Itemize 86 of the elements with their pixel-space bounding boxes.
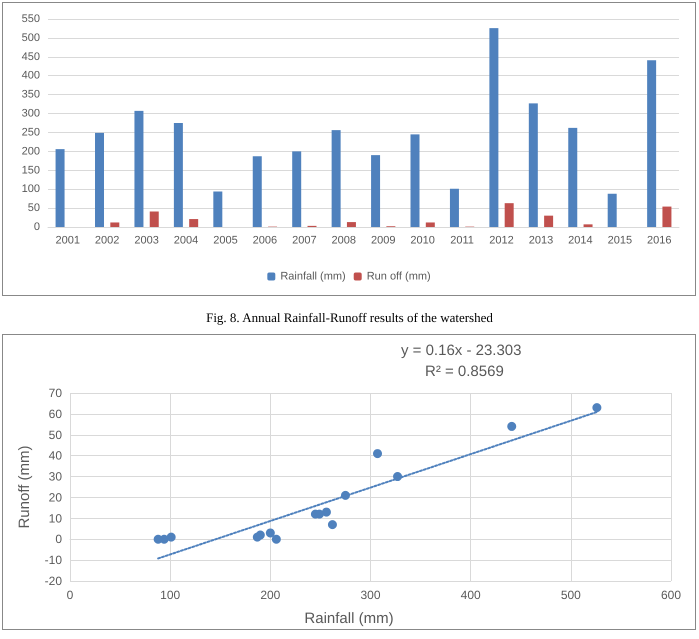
bar <box>189 219 198 227</box>
y-tick-label: 50 <box>28 202 40 214</box>
y-tick-label: 400 <box>22 70 40 82</box>
caption: Fig. 8. Annual Rainfall-Runoff results of the watershed <box>205 310 494 326</box>
y-tick-label: -10 <box>44 553 62 568</box>
point <box>266 528 275 538</box>
x-tick-label: 2013 <box>528 234 554 246</box>
y-tick-label: 300 <box>22 108 40 120</box>
y-tick-label: 150 <box>22 164 40 176</box>
y-tick-label: 450 <box>22 50 40 63</box>
x-tick-label: 2004 <box>174 234 198 246</box>
y-tick-label: 70 <box>48 386 62 400</box>
point <box>166 532 176 542</box>
y-tick-label: 10 <box>48 511 62 526</box>
y-tick-label: 20 <box>48 490 62 504</box>
y-tick-label: 250 <box>22 126 40 138</box>
y-tick-label: 40 <box>48 448 62 463</box>
x-tick-label: 500 <box>560 588 582 602</box>
x-tick-label: 2003 <box>134 234 159 246</box>
x-tick-label: 2011 <box>450 234 474 246</box>
x-tick-label: 2016 <box>647 234 672 246</box>
bar <box>346 222 356 227</box>
y-tick-label: 50 <box>48 428 62 442</box>
bar <box>371 155 380 227</box>
x-axis-title: Rainfall (mm) <box>304 610 394 627</box>
text: R² = 0.8569 <box>424 363 504 380</box>
y-tick-label: 0 <box>34 221 40 233</box>
y-tick-label: 350 <box>22 88 40 101</box>
point <box>592 403 602 412</box>
x-tick-label: 2005 <box>213 234 238 246</box>
x-tick-label: 100 <box>160 588 180 602</box>
x-tick-label: 2008 <box>332 234 356 246</box>
bar <box>332 130 341 227</box>
x-tick-label: 2001 <box>55 234 80 246</box>
bar <box>426 222 435 227</box>
point <box>272 534 281 544</box>
y-tick-label: -20 <box>44 574 62 588</box>
y-axis-title: Runoff (mm) <box>16 445 33 529</box>
bar <box>489 28 498 227</box>
bar <box>292 151 302 227</box>
bar <box>528 103 538 227</box>
bar <box>450 188 459 227</box>
y-tick-label: 550 <box>22 13 40 25</box>
bar <box>95 132 104 227</box>
x-tick-label: 200 <box>260 588 281 602</box>
point <box>322 508 331 517</box>
bar <box>584 224 593 227</box>
x-tick-label: 2015 <box>608 234 632 246</box>
text: y = 0.16x - 23.303 <box>401 342 522 359</box>
x-tick-label: 0 <box>66 588 74 602</box>
x-tick-label: 600 <box>660 588 682 602</box>
bar <box>647 60 656 227</box>
x-tick-label: 400 <box>460 588 481 602</box>
bar <box>410 134 420 227</box>
point <box>373 449 382 458</box>
x-tick-label: 300 <box>360 588 381 602</box>
legend-label: Run off (mm) <box>366 270 431 282</box>
x-tick-label: 2002 <box>94 234 120 246</box>
point <box>256 530 265 540</box>
bar <box>110 222 120 227</box>
y-tick-label: 200 <box>22 145 40 158</box>
x-tick-label: 2012 <box>489 234 514 246</box>
bar <box>544 216 554 227</box>
bar <box>504 203 514 227</box>
y-tick-label: 30 <box>48 470 62 484</box>
y-tick-label: 0 <box>55 532 62 546</box>
point <box>328 520 337 530</box>
x-tick-label: 2010 <box>410 234 435 246</box>
bar <box>134 110 144 227</box>
point <box>507 422 516 431</box>
x-tick-label: 2007 <box>292 234 317 246</box>
bar <box>213 191 222 227</box>
x-tick-label: 2006 <box>252 234 278 246</box>
y-tick-label: 60 <box>48 406 62 421</box>
bar <box>568 128 578 227</box>
y-tick-label: 500 <box>22 32 40 44</box>
y-tick-label: 100 <box>22 183 40 196</box>
x-tick-label: 2009 <box>370 234 396 246</box>
x-tick-label: 2014 <box>568 234 593 246</box>
bar <box>608 194 617 227</box>
bar <box>252 156 262 227</box>
bar <box>662 206 672 227</box>
legend-label: Rainfall (mm) <box>280 270 346 282</box>
bar <box>150 211 159 227</box>
bar <box>56 149 65 227</box>
bar <box>174 123 183 227</box>
